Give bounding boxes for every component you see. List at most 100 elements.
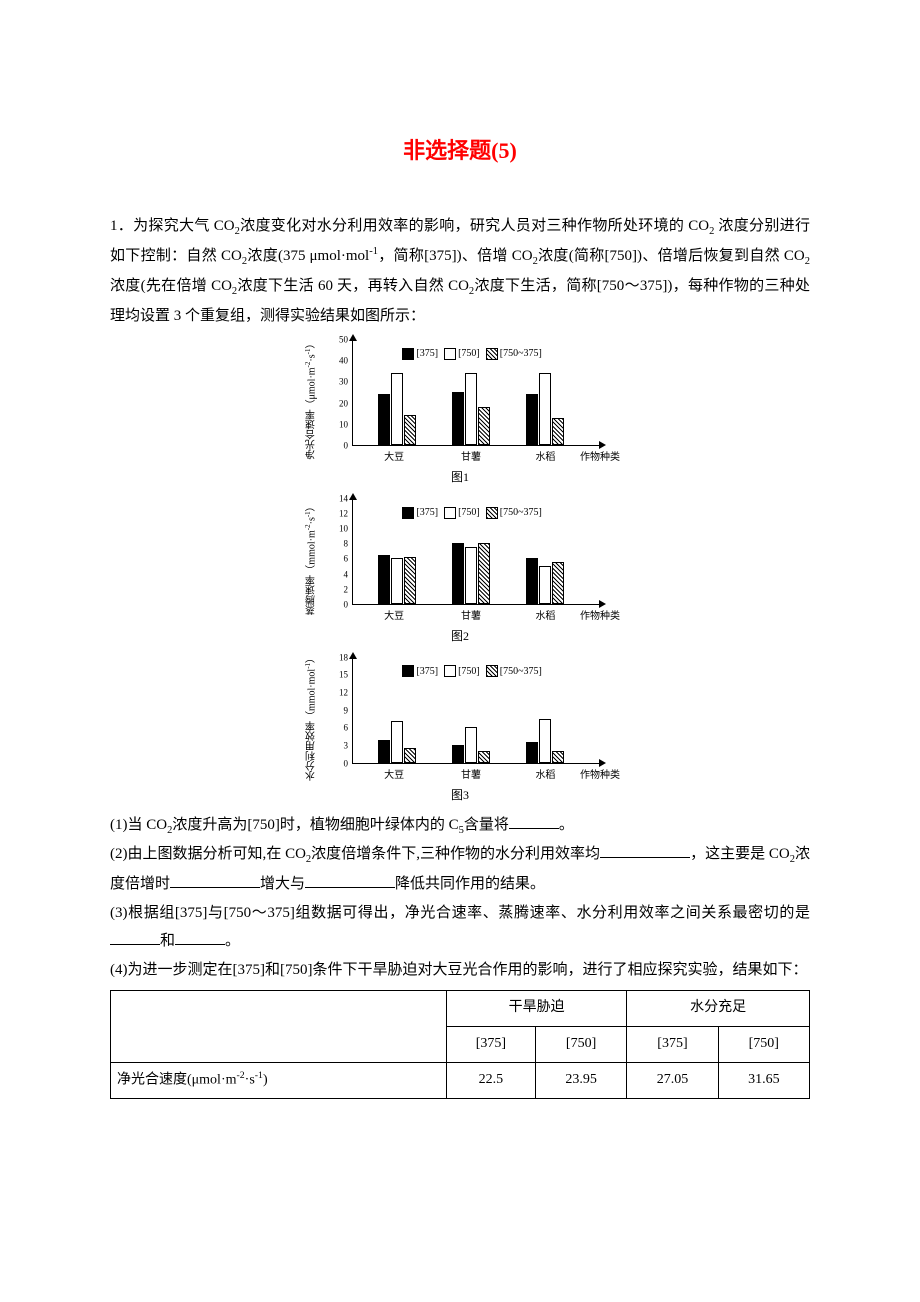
x-cat: 水稻 (535, 448, 555, 467)
q4: (4)为进一步测定在[375]和[750]条件下干旱胁迫对大豆光合作用的影响，进… (110, 956, 810, 985)
cell: [375] (446, 1026, 535, 1062)
blank (175, 929, 225, 945)
bar (452, 543, 464, 604)
blank (170, 872, 260, 888)
t: 。 (225, 933, 240, 949)
bar-group (526, 719, 564, 763)
y-tick: 0 (328, 438, 348, 455)
cell-empty (111, 991, 447, 1062)
sub2: 2 (805, 256, 810, 267)
q2: (2)由上图数据分析可知,在 CO2浓度倍增条件下,三种作物的水分利用效率均，这… (110, 840, 810, 898)
y-tick: 50 (328, 332, 348, 349)
cell: [375] (627, 1026, 718, 1062)
legend-item: [750~375] (486, 662, 542, 681)
legend-item: [750] (444, 503, 480, 522)
bar (539, 373, 551, 445)
bar-group (378, 721, 416, 762)
bar (539, 566, 551, 604)
bar (465, 727, 477, 762)
t: (2)由上图数据分析可知,在 CO (110, 846, 306, 862)
x-cat: 水稻 (535, 766, 555, 785)
y-tick: 14 (328, 490, 348, 507)
cell: 27.05 (627, 1062, 718, 1098)
t: (1)当 CO (110, 817, 167, 833)
bar (552, 418, 564, 446)
cell-head1: 干旱胁迫 (446, 991, 626, 1027)
x-cat: 大豆 (384, 448, 404, 467)
t: 。 (559, 817, 574, 833)
table-row: 干旱胁迫 水分充足 (111, 991, 810, 1027)
x-axis-label: 作物种类 (580, 607, 620, 626)
y-tick: 9 (328, 702, 348, 719)
y-tick: 10 (328, 416, 348, 433)
bar-group (526, 373, 564, 445)
t: 浓度(简称[750])、倍增后恢复到自然 CO (538, 248, 805, 264)
bar-group (378, 373, 416, 445)
bar (539, 719, 551, 763)
bar (552, 751, 564, 763)
t: 增大与 (260, 876, 305, 892)
y-tick: 0 (328, 596, 348, 613)
t: (3)根据组[375]与[750～375]组数据可得出，净光合速率、蒸腾速率、水… (110, 905, 810, 921)
result-table: 干旱胁迫 水分充足 [375] [750] [375] [750] 净光合速度(… (110, 990, 810, 1098)
swatch-icon (486, 348, 498, 360)
t: 净光合速度(μmol·m (117, 1072, 237, 1087)
bar (465, 547, 477, 604)
y-ticks: 01020304050 (328, 334, 350, 446)
bar (526, 394, 538, 445)
x-cats: 大豆甘薯水稻作物种类 (352, 607, 600, 621)
legend-item: [750~375] (486, 503, 542, 522)
t: 含量将 (464, 817, 509, 833)
x-cats: 大豆甘薯水稻作物种类 (352, 448, 600, 462)
y-tick: 10 (328, 521, 348, 538)
swatch-icon (402, 348, 414, 360)
bar (526, 742, 538, 763)
bar-group (526, 558, 564, 603)
bar-group (452, 373, 490, 445)
chart-caption: 图3 (310, 784, 610, 807)
legend-item: [375] (402, 662, 438, 681)
x-cat: 水稻 (535, 607, 555, 626)
plot-area: [375][750][750~375] (352, 499, 600, 605)
legend: [375][750][750~375] (402, 344, 600, 363)
bar (378, 555, 390, 604)
t: (4)为进一步测定在[375]和[750]条件下干旱胁迫对大豆光合作用的影响，进… (110, 962, 807, 978)
cell: 23.95 (535, 1062, 626, 1098)
cell: [750] (535, 1026, 626, 1062)
y-tick: 30 (328, 374, 348, 391)
y-tick: 6 (328, 720, 348, 737)
t: 浓度下生活 60 天，再转入自然 CO (237, 278, 469, 294)
y-axis-label: 蒸腾速率（mmol·m-2·s-1） (302, 501, 321, 614)
t: 浓度变化对水分利用效率的影响，研究人员对三种作物所处环境的 CO (240, 218, 709, 234)
cell-head2: 水分充足 (627, 991, 810, 1027)
legend-item: [750] (444, 344, 480, 363)
y-tick: 15 (328, 667, 348, 684)
t: 浓度(375 μmol·mol (247, 248, 369, 264)
x-cat: 大豆 (384, 607, 404, 626)
plot-area: [375][750][750~375] (352, 658, 600, 764)
x-axis-label: 作物种类 (580, 766, 620, 785)
bar (391, 558, 403, 603)
y-axis-label: 净光合速率（μmol·m-2·s-1） (302, 339, 321, 460)
x-cat: 甘薯 (461, 448, 481, 467)
y-ticks: 0369121518 (328, 652, 350, 764)
chart-3: 水分利用效率（mmol·mol-1）0369121518[375][750][7… (310, 652, 610, 807)
bar (404, 557, 416, 604)
swatch-icon (444, 665, 456, 677)
y-tick: 6 (328, 551, 348, 568)
swatch-icon (402, 507, 414, 519)
cell: [750] (718, 1026, 809, 1062)
bar (391, 373, 403, 445)
chart-2: 蒸腾速率（mmol·m-2·s-1）02468101214[375][750][… (310, 493, 610, 648)
blank (600, 842, 690, 858)
legend-item: [375] (402, 344, 438, 363)
swatch-icon (486, 665, 498, 677)
cell-rowlabel: 净光合速度(μmol·m-2·s-1) (111, 1062, 447, 1098)
cell: 22.5 (446, 1062, 535, 1098)
swatch-icon (402, 665, 414, 677)
supneg1: -1 (255, 1070, 263, 1081)
blank (110, 929, 160, 945)
legend: [375][750][750~375] (402, 662, 600, 681)
y-tick: 40 (328, 353, 348, 370)
y-tick: 4 (328, 566, 348, 583)
